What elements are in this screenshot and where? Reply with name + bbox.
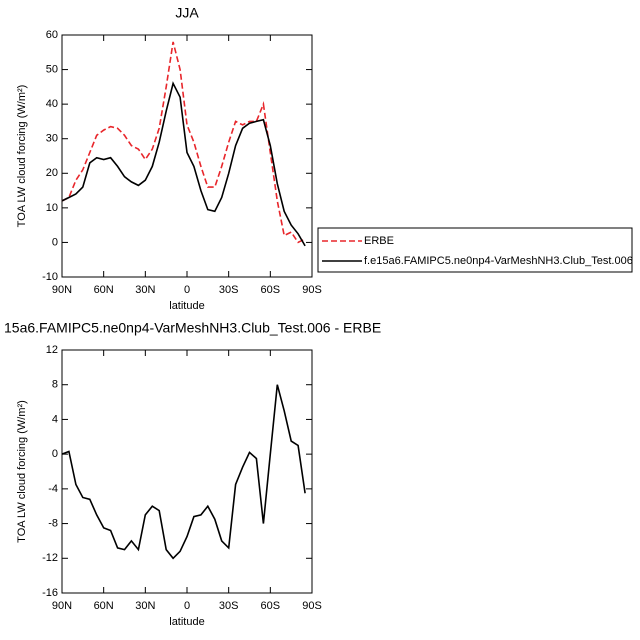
x-axis-label: latitude bbox=[169, 300, 204, 312]
y-tick-label: -8 bbox=[48, 517, 58, 529]
y-tick-label: 10 bbox=[46, 202, 58, 214]
x-tick-label: 30S bbox=[219, 284, 239, 296]
x-tick-label: 0 bbox=[184, 600, 190, 612]
legend-label: ERBE bbox=[364, 235, 394, 247]
x-tick-label: 30N bbox=[135, 600, 155, 612]
x-tick-label: 60N bbox=[94, 284, 114, 296]
plot-frame bbox=[61, 349, 313, 594]
x-tick-label: 30N bbox=[135, 284, 155, 296]
x-axis-label: latitude bbox=[169, 616, 204, 628]
y-tick-label: 30 bbox=[46, 133, 58, 145]
data-line bbox=[61, 81, 306, 247]
y-tick-label: -4 bbox=[48, 483, 58, 495]
y-tick-label: 12 bbox=[46, 344, 58, 356]
data-line bbox=[61, 41, 306, 244]
x-tick-label: 60N bbox=[94, 600, 114, 612]
x-tick-label: 0 bbox=[184, 284, 190, 296]
data-line bbox=[61, 384, 306, 560]
chart-title: 15a6.FAMIPC5.ne0np4-VarMeshNH3.Club_Test… bbox=[4, 320, 381, 336]
y-axis-label: TOA LW cloud forcing (W/m²) bbox=[16, 85, 28, 228]
y-tick-label: 20 bbox=[46, 167, 58, 179]
legend-box bbox=[317, 227, 633, 273]
y-tick-label: 60 bbox=[46, 29, 58, 41]
y-tick-label: 0 bbox=[52, 236, 58, 248]
x-tick-label: 60S bbox=[261, 600, 281, 612]
y-axis-label: TOA LW cloud forcing (W/m²) bbox=[16, 400, 28, 543]
y-tick-label: 40 bbox=[46, 98, 58, 110]
x-tick-label: 90N bbox=[52, 284, 72, 296]
y-tick-label: -16 bbox=[42, 587, 58, 599]
y-tick-label: 0 bbox=[52, 448, 58, 460]
plot-frame bbox=[61, 34, 313, 278]
y-tick-label: 4 bbox=[52, 413, 58, 425]
chart-title: JJA bbox=[175, 5, 199, 21]
y-tick-label: 8 bbox=[52, 379, 58, 391]
x-tick-label: 90N bbox=[52, 600, 72, 612]
x-tick-label: 60S bbox=[261, 284, 281, 296]
x-tick-label: 30S bbox=[219, 600, 239, 612]
y-tick-label: 50 bbox=[46, 63, 58, 75]
x-tick-label: 90S bbox=[302, 284, 322, 296]
y-tick-label: -10 bbox=[42, 271, 58, 283]
x-tick-label: 90S bbox=[302, 600, 322, 612]
y-tick-label: -12 bbox=[42, 552, 58, 564]
legend-label: f.e15a6.FAMIPC5.ne0np4-VarMeshNH3.Club_T… bbox=[364, 255, 633, 267]
